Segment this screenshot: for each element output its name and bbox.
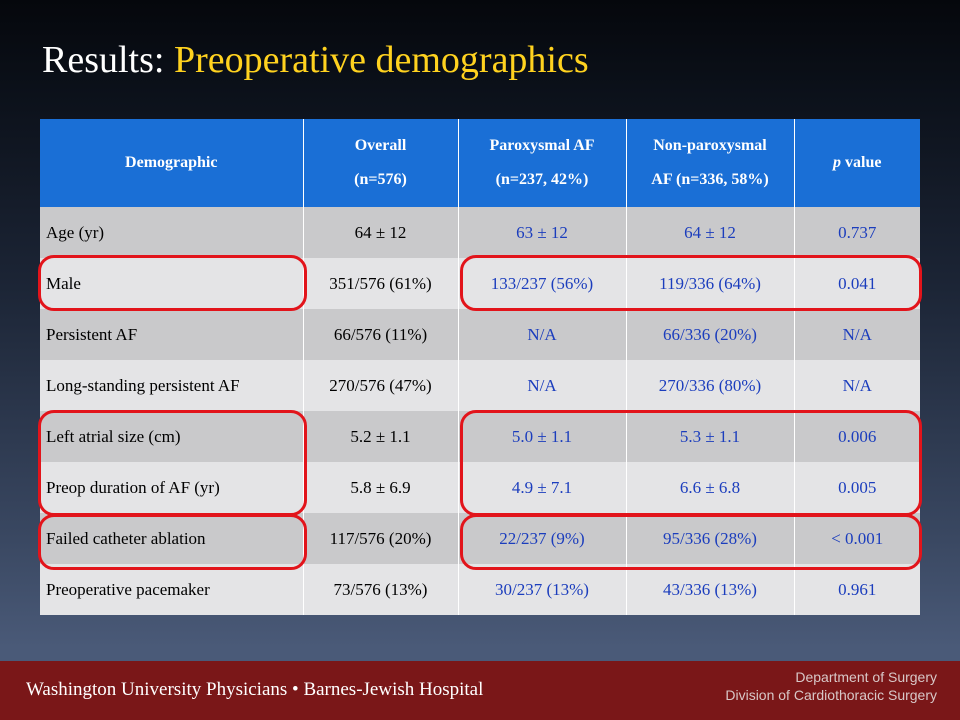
header-demographic: Demographic — [40, 119, 303, 207]
department-line: Department of Surgery — [795, 669, 937, 685]
table-row: Failed catheter ablation 117/576 (20%) 2… — [40, 513, 920, 564]
overall-cell: 270/576 (47%) — [302, 360, 458, 411]
paroxysmal-cell: 5.0 ± 1.1 — [457, 411, 626, 462]
overall-cell: 64 ± 12 — [302, 207, 458, 258]
table-row: Preoperative pacemaker 73/576 (13%) 30/2… — [40, 564, 920, 615]
header-paroxysmal: Paroxysmal AF (n=237, 42%) — [457, 119, 626, 207]
demographics-table: Demographic Overall (n=576) Paroxysmal AF… — [40, 119, 920, 615]
p-value-cell: N/A — [793, 360, 920, 411]
table-header-row: Demographic Overall (n=576) Paroxysmal AF… — [40, 119, 920, 207]
header-non-paroxysmal: Non-paroxysmal AF (n=336, 58%) — [625, 119, 794, 207]
division-line: Division of Cardiothoracic Surgery — [725, 687, 937, 703]
overall-cell: 117/576 (20%) — [302, 513, 458, 564]
row-label: Preoperative pacemaker — [40, 564, 303, 615]
paroxysmal-cell: 63 ± 12 — [457, 207, 626, 258]
table-row: Left atrial size (cm) 5.2 ± 1.1 5.0 ± 1.… — [40, 411, 920, 462]
non-paroxysmal-cell: 119/336 (64%) — [625, 258, 794, 309]
row-label: Left atrial size (cm) — [40, 411, 303, 462]
row-label: Preop duration of AF (yr) — [40, 462, 303, 513]
p-value-cell: 0.737 — [793, 207, 920, 258]
non-paroxysmal-cell: 66/336 (20%) — [625, 309, 794, 360]
header-p-value: p value — [793, 119, 920, 207]
non-paroxysmal-cell: 6.6 ± 6.8 — [625, 462, 794, 513]
paroxysmal-cell: 22/237 (9%) — [457, 513, 626, 564]
hospital-name: Washington University Physicians • Barne… — [26, 679, 484, 700]
non-paroxysmal-cell: 43/336 (13%) — [625, 564, 794, 615]
row-label: Long-standing persistent AF — [40, 360, 303, 411]
overall-cell: 5.8 ± 6.9 — [302, 462, 458, 513]
non-paroxysmal-cell: 95/336 (28%) — [625, 513, 794, 564]
department-info: Department of Surgery Division of Cardio… — [725, 668, 937, 704]
p-value-cell: 0.961 — [793, 564, 920, 615]
table-row: Persistent AF 66/576 (11%) N/A 66/336 (2… — [40, 309, 920, 360]
table-row: Long-standing persistent AF 270/576 (47%… — [40, 360, 920, 411]
p-value-cell: < 0.001 — [793, 513, 920, 564]
paroxysmal-cell: 30/237 (13%) — [457, 564, 626, 615]
p-value-cell: N/A — [793, 309, 920, 360]
table-row: Age (yr) 64 ± 12 63 ± 12 64 ± 12 0.737 — [40, 207, 920, 258]
non-paroxysmal-cell: 270/336 (80%) — [625, 360, 794, 411]
row-label: Age (yr) — [40, 207, 303, 258]
paroxysmal-cell: N/A — [457, 360, 626, 411]
header-overall: Overall (n=576) — [302, 119, 458, 207]
p-value-cell: 0.005 — [793, 462, 920, 513]
table-row: Male 351/576 (61%) 133/237 (56%) 119/336… — [40, 258, 920, 309]
non-paroxysmal-cell: 5.3 ± 1.1 — [625, 411, 794, 462]
table-row: Preop duration of AF (yr) 5.8 ± 6.9 4.9 … — [40, 462, 920, 513]
row-label: Male — [40, 258, 303, 309]
p-value-cell: 0.041 — [793, 258, 920, 309]
overall-cell: 351/576 (61%) — [302, 258, 458, 309]
slide-title: Results: Preoperative demographics — [42, 36, 589, 84]
slide-title-accent: Preoperative demographics — [173, 39, 589, 81]
row-label: Failed catheter ablation — [40, 513, 303, 564]
paroxysmal-cell: 133/237 (56%) — [457, 258, 626, 309]
overall-cell: 73/576 (13%) — [302, 564, 458, 615]
non-paroxysmal-cell: 64 ± 12 — [625, 207, 794, 258]
paroxysmal-cell: 4.9 ± 7.1 — [457, 462, 626, 513]
p-value-cell: 0.006 — [793, 411, 920, 462]
paroxysmal-cell: N/A — [457, 309, 626, 360]
footer-bar: Washington University Physicians • Barne… — [0, 661, 960, 720]
overall-cell: 66/576 (11%) — [302, 309, 458, 360]
row-label: Persistent AF — [40, 309, 303, 360]
overall-cell: 5.2 ± 1.1 — [302, 411, 458, 462]
slide-title-main: Results: — [42, 39, 174, 81]
